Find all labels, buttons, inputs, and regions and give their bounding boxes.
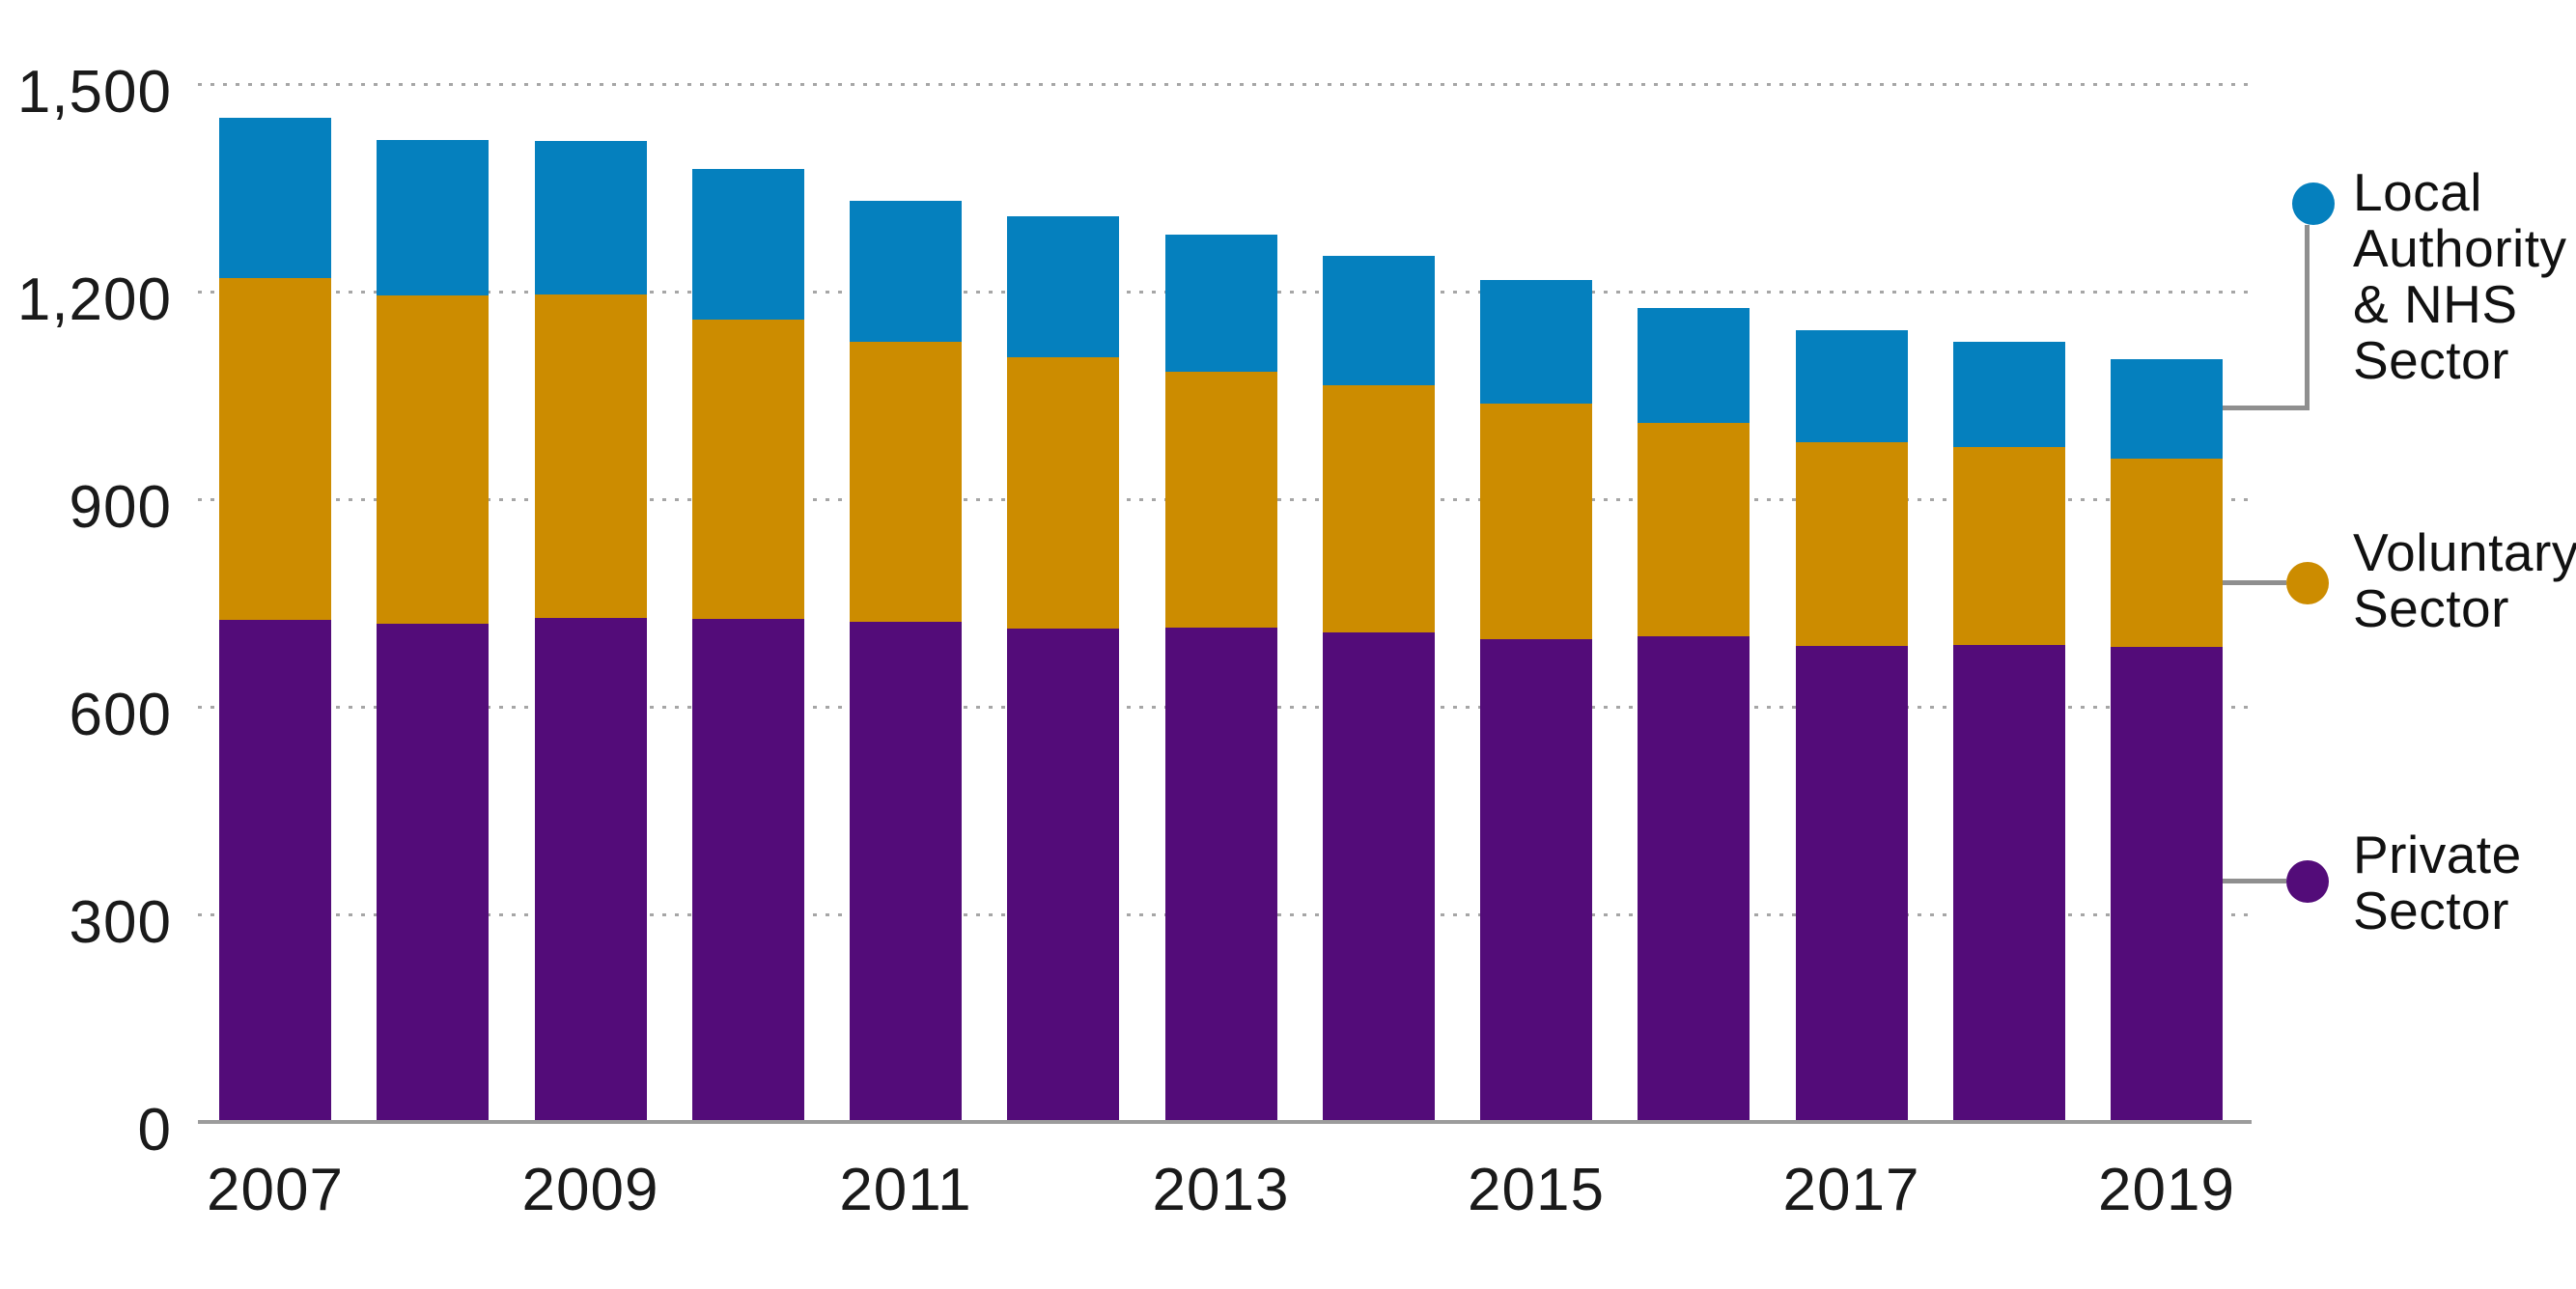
bar-segment-2016-local-authority-nhs-sector <box>1638 308 1750 424</box>
bar-segment-2009-local-authority-nhs-sector <box>534 140 647 294</box>
legend-connector-private-sector <box>2223 879 2286 883</box>
bar-segment-2008-voluntary-sector <box>377 294 490 624</box>
bar-segment-2012-local-authority-nhs-sector <box>1007 215 1120 358</box>
bar-segment-2007-local-authority-nhs-sector <box>219 118 331 279</box>
legend-connector-local-authority-nhs-sector <box>2305 225 2310 410</box>
bar-segment-2007-private-sector <box>219 619 331 1122</box>
y-tick-label: 1,500 <box>16 59 172 126</box>
legend-connector-voluntary-sector <box>2223 580 2286 585</box>
bar-segment-2007-voluntary-sector <box>219 278 331 620</box>
bar-segment-2014-voluntary-sector <box>1322 384 1435 632</box>
bar-segment-2016-private-sector <box>1638 635 1750 1122</box>
bar-segment-2011-private-sector <box>850 621 962 1122</box>
y-tick-label: 300 <box>69 889 172 956</box>
bar-segment-2017-voluntary-sector <box>1795 441 1908 646</box>
y-tick-label: 600 <box>69 682 172 748</box>
bar-segment-2018-voluntary-sector <box>1952 447 2065 646</box>
bar-segment-2018-local-authority-nhs-sector <box>1952 341 2065 448</box>
x-tick-label-2019: 2019 <box>2098 1157 2235 1223</box>
bar-segment-2018-private-sector <box>1952 645 2065 1122</box>
bar-segment-2011-local-authority-nhs-sector <box>850 201 962 343</box>
bar-segment-2013-local-authority-nhs-sector <box>1164 234 1277 373</box>
bar-segment-2013-voluntary-sector <box>1164 372 1277 629</box>
bar-segment-2017-private-sector <box>1795 645 1908 1122</box>
bar-segment-2019-local-authority-nhs-sector <box>2111 358 2223 460</box>
y-tick-label: 900 <box>69 474 172 541</box>
bar-segment-2019-private-sector <box>2111 646 2223 1122</box>
legend-label-voluntary-sector: Voluntary Sector <box>2353 522 2576 638</box>
bar-segment-2012-private-sector <box>1007 629 1120 1122</box>
bar-segment-2010-private-sector <box>691 618 804 1122</box>
bar-segment-2015-private-sector <box>1480 638 1592 1122</box>
y-tick-label: 1,200 <box>16 266 172 333</box>
bar-segment-2015-voluntary-sector <box>1480 404 1592 639</box>
bar-segment-2010-voluntary-sector <box>691 319 804 619</box>
x-axis-baseline <box>198 1120 2252 1124</box>
x-tick-label-2013: 2013 <box>1152 1157 1290 1223</box>
legend-label-private-sector: Private Sector <box>2353 825 2522 940</box>
x-tick-label-2017: 2017 <box>1782 1157 1920 1223</box>
bar-segment-2010-local-authority-nhs-sector <box>691 169 804 320</box>
x-tick-label-2009: 2009 <box>521 1157 659 1223</box>
legend-dot-private-sector <box>2286 860 2329 903</box>
x-tick-label-2007: 2007 <box>207 1157 344 1223</box>
bar-segment-2016-voluntary-sector <box>1638 423 1750 636</box>
bar-segment-2013-private-sector <box>1164 628 1277 1122</box>
bar-segment-2009-voluntary-sector <box>534 294 647 619</box>
bar-segment-2012-voluntary-sector <box>1007 357 1120 629</box>
legend-label-local-authority-nhs-sector: Local Authority & NHS Sector <box>2353 162 2567 390</box>
gridline-1500 <box>198 82 2252 86</box>
x-tick-label-2011: 2011 <box>839 1157 972 1223</box>
legend-dot-voluntary-sector <box>2286 562 2329 604</box>
bar-segment-2009-private-sector <box>534 618 647 1122</box>
bar-segment-2014-local-authority-nhs-sector <box>1322 256 1435 385</box>
bar-segment-2015-local-authority-nhs-sector <box>1480 279 1592 405</box>
bar-segment-2008-private-sector <box>377 624 490 1122</box>
x-tick-label-2015: 2015 <box>1468 1157 1605 1223</box>
bar-segment-2011-voluntary-sector <box>850 342 962 622</box>
y-tick-label: 0 <box>137 1097 172 1163</box>
legend-dot-local-authority-nhs-sector <box>2292 182 2335 225</box>
legend-connector-local-authority-nhs-sector <box>2223 406 2310 410</box>
bar-segment-2014-private-sector <box>1322 631 1435 1122</box>
bar-segment-2019-voluntary-sector <box>2111 459 2223 647</box>
bar-segment-2017-local-authority-nhs-sector <box>1795 330 1908 442</box>
bar-segment-2008-local-authority-nhs-sector <box>377 140 490 295</box>
